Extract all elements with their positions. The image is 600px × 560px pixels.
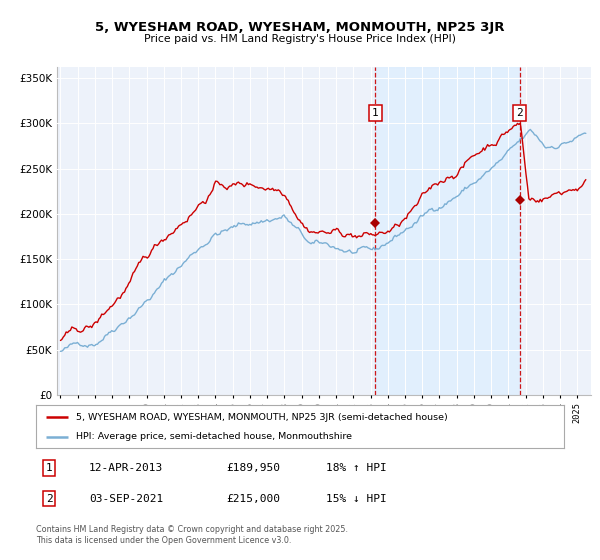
Text: 03-SEP-2021: 03-SEP-2021 bbox=[89, 494, 163, 503]
Text: Contains HM Land Registry data © Crown copyright and database right 2025.
This d: Contains HM Land Registry data © Crown c… bbox=[36, 525, 348, 545]
Text: HPI: Average price, semi-detached house, Monmouthshire: HPI: Average price, semi-detached house,… bbox=[76, 432, 352, 441]
Text: 12-APR-2013: 12-APR-2013 bbox=[89, 463, 163, 473]
Text: 5, WYESHAM ROAD, WYESHAM, MONMOUTH, NP25 3JR (semi-detached house): 5, WYESHAM ROAD, WYESHAM, MONMOUTH, NP25… bbox=[76, 413, 448, 422]
Text: 5, WYESHAM ROAD, WYESHAM, MONMOUTH, NP25 3JR: 5, WYESHAM ROAD, WYESHAM, MONMOUTH, NP25… bbox=[95, 21, 505, 34]
Text: 2: 2 bbox=[46, 494, 53, 503]
Text: £189,950: £189,950 bbox=[226, 463, 280, 473]
Text: 18% ↑ HPI: 18% ↑ HPI bbox=[326, 463, 387, 473]
Text: 1: 1 bbox=[372, 108, 379, 118]
Text: 2: 2 bbox=[517, 108, 523, 118]
Bar bbox=[376, 67, 520, 395]
Text: 15% ↓ HPI: 15% ↓ HPI bbox=[326, 494, 387, 503]
Text: £215,000: £215,000 bbox=[226, 494, 280, 503]
Text: 1: 1 bbox=[46, 463, 53, 473]
Text: Price paid vs. HM Land Registry's House Price Index (HPI): Price paid vs. HM Land Registry's House … bbox=[144, 34, 456, 44]
